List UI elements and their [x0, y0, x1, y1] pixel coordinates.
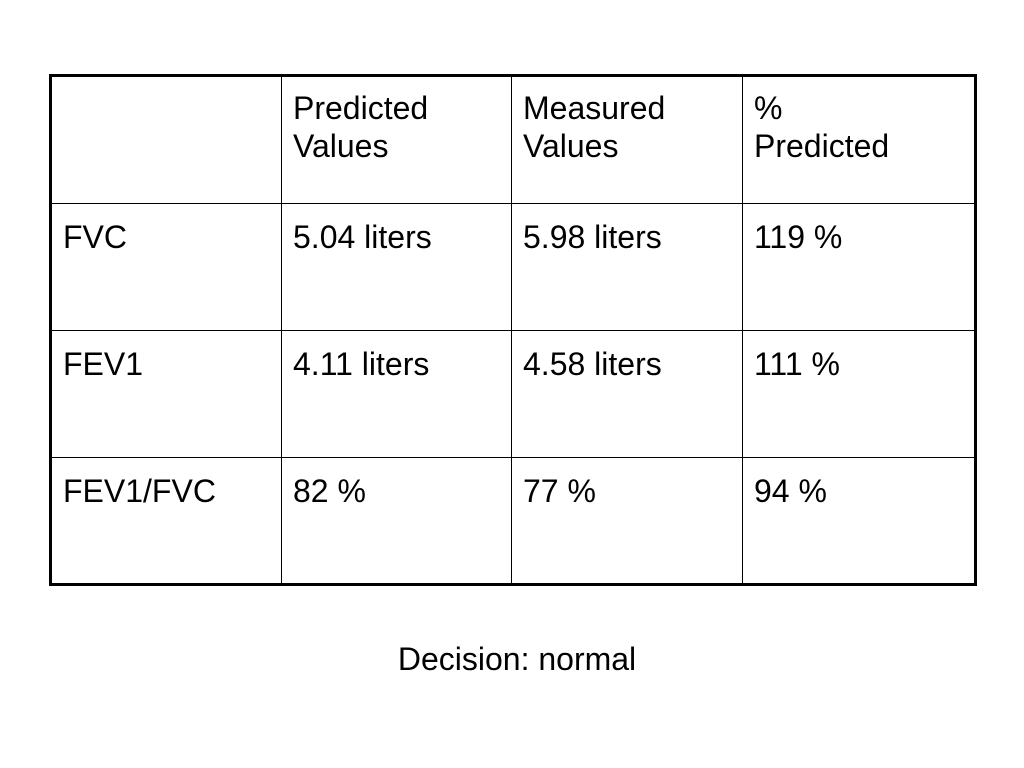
spirometry-table: Predicted Values Measured Values % Predi… — [49, 74, 977, 586]
table-row: FEV1/FVC 82 % 77 % 94 % — [50, 457, 976, 585]
measured-value: 4.58 liters — [511, 330, 743, 458]
table-row: FEV1 4.11 liters 4.58 liters 111 % — [50, 330, 976, 458]
percent-predicted: 94 % — [742, 457, 976, 585]
decision-text: Decision: normal — [397, 641, 637, 677]
header-cell-empty — [50, 75, 282, 204]
measured-value: 5.98 liters — [511, 203, 743, 331]
header-cell-percent: % Predicted — [742, 75, 976, 204]
measured-value: 77 % — [511, 457, 743, 585]
predicted-value: 5.04 liters — [281, 203, 512, 331]
header-cell-measured: Measured Values — [511, 75, 743, 204]
table-header-row: Predicted Values Measured Values % Predi… — [50, 75, 976, 204]
table-row: FVC 5.04 liters 5.98 liters 119 % — [50, 203, 976, 331]
predicted-value: 82 % — [281, 457, 512, 585]
row-label: FEV1 — [50, 330, 282, 458]
predicted-value: 4.11 liters — [281, 330, 512, 458]
row-label: FVC — [50, 203, 282, 331]
row-label: FEV1/FVC — [50, 457, 282, 585]
percent-predicted: 119 % — [742, 203, 976, 331]
header-cell-predicted: Predicted Values — [281, 75, 512, 204]
percent-predicted: 111 % — [742, 330, 976, 458]
